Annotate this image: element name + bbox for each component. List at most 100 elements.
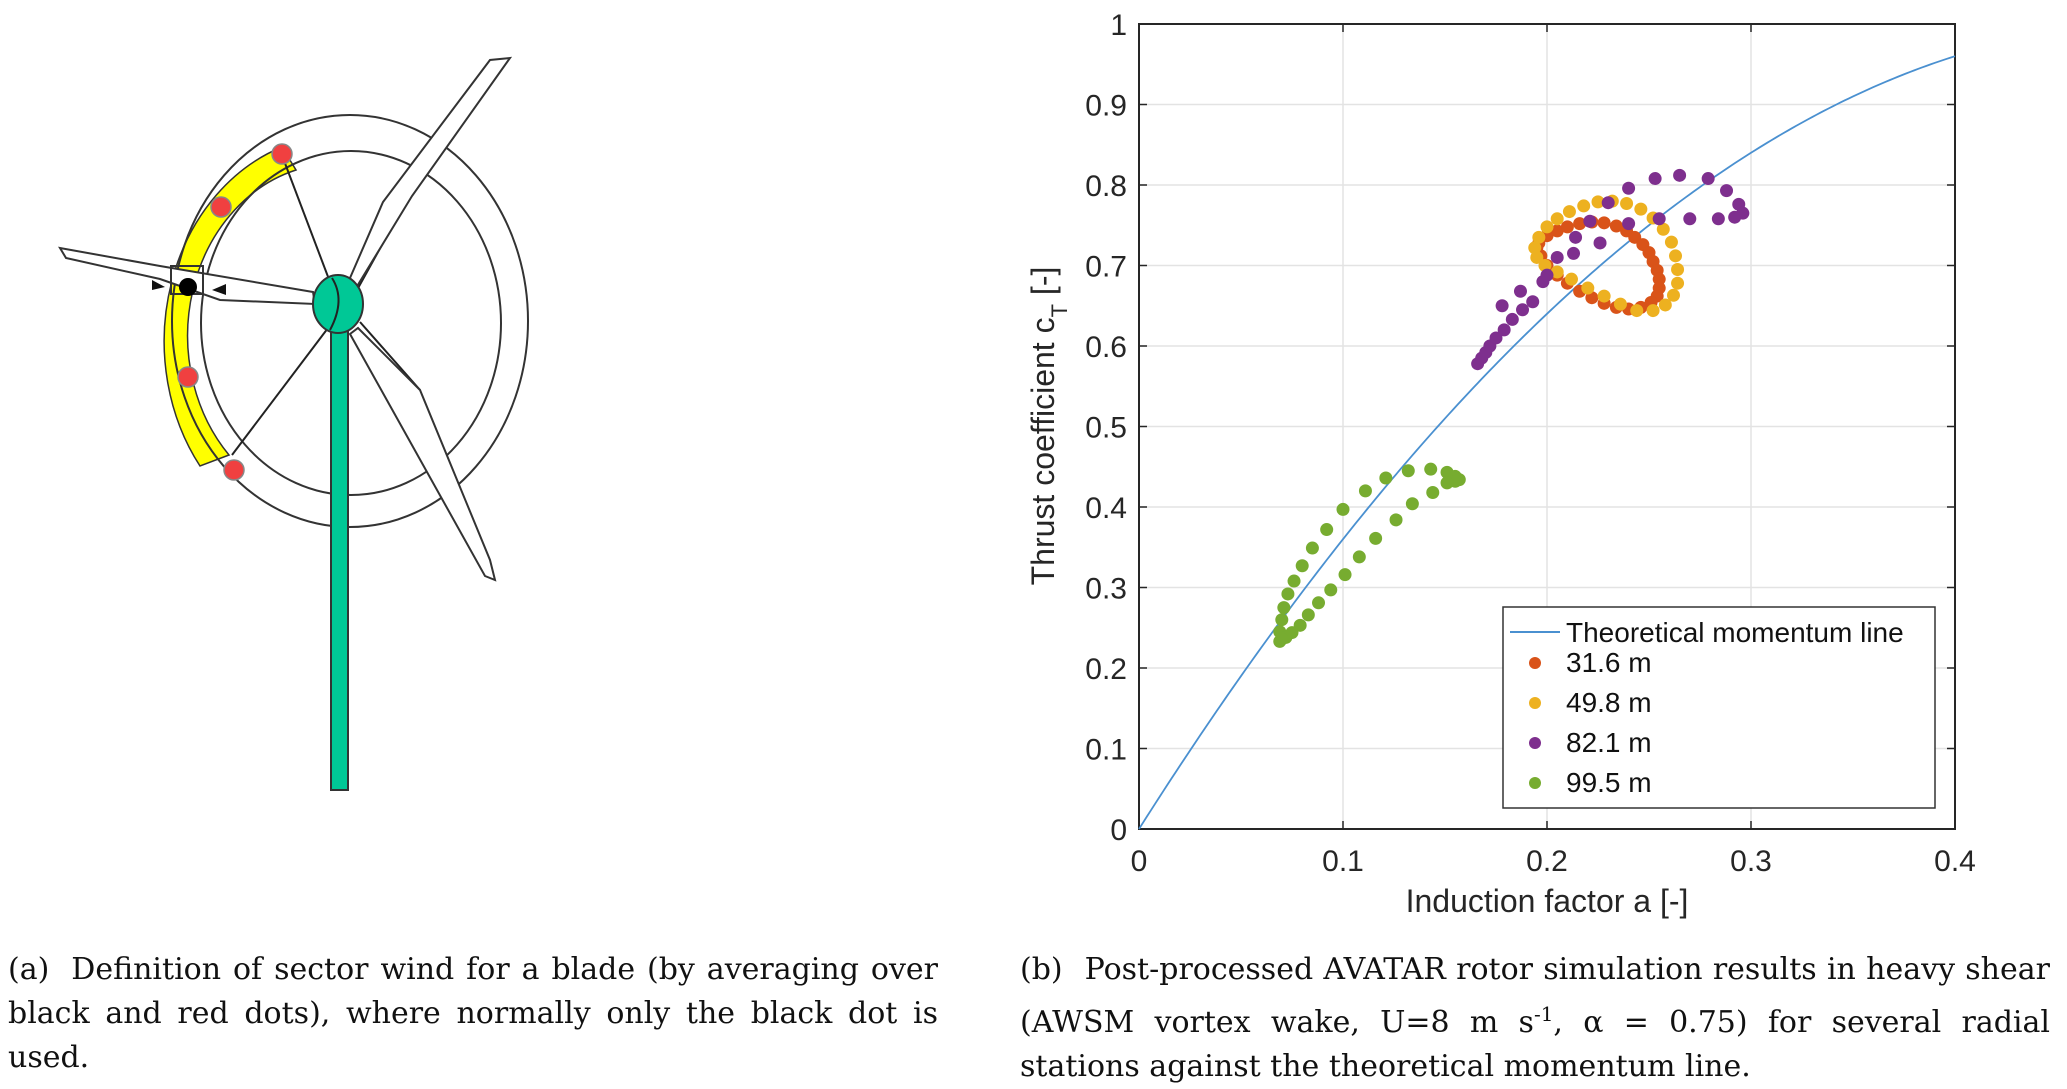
data-point xyxy=(1495,299,1509,313)
caption-a-text: Definition of sector wind for a blade (b… xyxy=(8,952,938,1075)
y-tick-label: 0.4 xyxy=(1085,492,1127,525)
data-point xyxy=(1352,550,1366,564)
data-point xyxy=(1312,596,1326,610)
data-point xyxy=(1669,249,1683,263)
legend-label: 49.8 m xyxy=(1566,687,1652,718)
data-point xyxy=(1634,202,1648,216)
y-tick-label: 0.6 xyxy=(1085,331,1127,364)
data-point xyxy=(1324,583,1338,597)
x-tick-label: 0 xyxy=(1131,845,1148,878)
legend-label: 99.5 m xyxy=(1566,767,1652,798)
data-point xyxy=(1550,250,1564,264)
legend-box xyxy=(1502,606,1936,809)
data-point xyxy=(1601,196,1615,210)
data-point xyxy=(1671,276,1685,290)
data-point xyxy=(1505,312,1519,326)
data-point xyxy=(1597,289,1611,303)
data-point xyxy=(1281,587,1295,601)
data-point xyxy=(1401,464,1415,478)
caption-b: (b) Post-processed AVATAR rotor simulatio… xyxy=(1020,948,2050,1089)
data-point xyxy=(1648,172,1662,186)
data-point xyxy=(1405,497,1419,511)
data-point xyxy=(1646,304,1660,318)
series-49-8-m xyxy=(1528,194,1685,318)
data-point xyxy=(1567,246,1581,260)
data-point xyxy=(1720,184,1734,198)
data-point xyxy=(1593,236,1607,250)
data-point xyxy=(1338,568,1352,582)
data-point xyxy=(1532,230,1546,244)
caption-a: (a) Definition of sector wind for a blade… xyxy=(8,948,938,1080)
tick-labels: 0 0.1 0.2 0.3 0.4 0 0.1 0.2 0.3 0.4 0.5 0.6 0.7 0.8 0.… xyxy=(1085,9,1976,878)
data-point xyxy=(1622,217,1636,231)
data-point xyxy=(1275,613,1289,627)
data-point xyxy=(1336,502,1350,516)
data-point xyxy=(1656,222,1670,236)
data-point xyxy=(1287,574,1301,588)
y-tick-label: 0.5 xyxy=(1085,412,1127,445)
x-tick-label: 0.3 xyxy=(1730,845,1772,878)
data-point xyxy=(1528,241,1542,255)
data-point xyxy=(1664,235,1678,249)
data-point xyxy=(1389,513,1403,527)
data-point xyxy=(1609,219,1623,233)
data-point xyxy=(1497,323,1511,337)
data-point xyxy=(1583,214,1597,228)
data-point xyxy=(1540,268,1554,282)
y-tick-label: 0.9 xyxy=(1085,90,1127,123)
data-point xyxy=(1671,263,1685,277)
data-point xyxy=(1513,284,1527,298)
data-point xyxy=(1369,531,1383,545)
data-point xyxy=(1516,303,1530,317)
data-point xyxy=(1683,212,1697,226)
data-point xyxy=(1320,523,1334,537)
blade-upper xyxy=(348,56,513,290)
caption-b-text-pre: Post-processed AVATAR rotor simulation r… xyxy=(1020,952,2050,1040)
outer-circle xyxy=(171,114,529,528)
data-point xyxy=(1440,476,1454,490)
series-99-5-m xyxy=(1273,462,1466,648)
data-point xyxy=(1620,197,1634,211)
thrust-chart: 0 0.1 0.2 0.3 0.4 0 0.1 0.2 0.3 0.4 0.5 0.6 0.7 0.8 0.… xyxy=(1025,9,1976,919)
y-tick-label: 0.1 xyxy=(1085,734,1127,767)
y-tick-label: 1 xyxy=(1110,9,1127,42)
data-point xyxy=(1562,205,1576,219)
tower xyxy=(330,324,349,791)
inner-circle xyxy=(200,150,502,496)
legend-label: 82.1 m xyxy=(1566,727,1652,758)
data-point xyxy=(1573,217,1587,231)
caption-b-superscript: -1 xyxy=(1533,1002,1554,1026)
blade-lower xyxy=(348,326,497,582)
data-point xyxy=(1613,297,1627,311)
scatter-points xyxy=(1273,168,1750,648)
hub-detail xyxy=(329,277,340,331)
red-dot xyxy=(271,143,293,165)
data-point xyxy=(1540,220,1554,234)
x-tick-label: 0.4 xyxy=(1934,845,1976,878)
data-point xyxy=(1305,541,1319,555)
y-axis-title: Thrust coefficient cT [-] xyxy=(1025,267,1072,586)
data-point xyxy=(1569,230,1583,244)
data-point xyxy=(1701,172,1715,186)
y-tick-label: 0 xyxy=(1110,814,1127,847)
x-axis-title: Induction factor a [-] xyxy=(1406,883,1689,919)
data-point xyxy=(1581,281,1595,295)
y-tick-label: 0.2 xyxy=(1085,653,1127,686)
legend-marker xyxy=(1529,737,1541,749)
x-tick-label: 0.1 xyxy=(1322,845,1364,878)
data-point xyxy=(1728,210,1742,224)
y-tick-label: 0.7 xyxy=(1085,251,1127,284)
data-point xyxy=(1597,216,1611,230)
caption-b-label: (b) xyxy=(1020,952,1063,987)
data-point xyxy=(1426,486,1440,500)
arrow-left-icon xyxy=(152,280,165,290)
legend-marker xyxy=(1529,697,1541,709)
data-point xyxy=(1358,484,1372,498)
data-point xyxy=(1550,265,1564,279)
data-point xyxy=(1530,250,1544,264)
data-point xyxy=(1622,181,1636,195)
data-point xyxy=(1538,259,1552,272)
red-dot xyxy=(177,366,199,388)
data-point xyxy=(1301,608,1315,622)
data-point xyxy=(1526,295,1540,309)
